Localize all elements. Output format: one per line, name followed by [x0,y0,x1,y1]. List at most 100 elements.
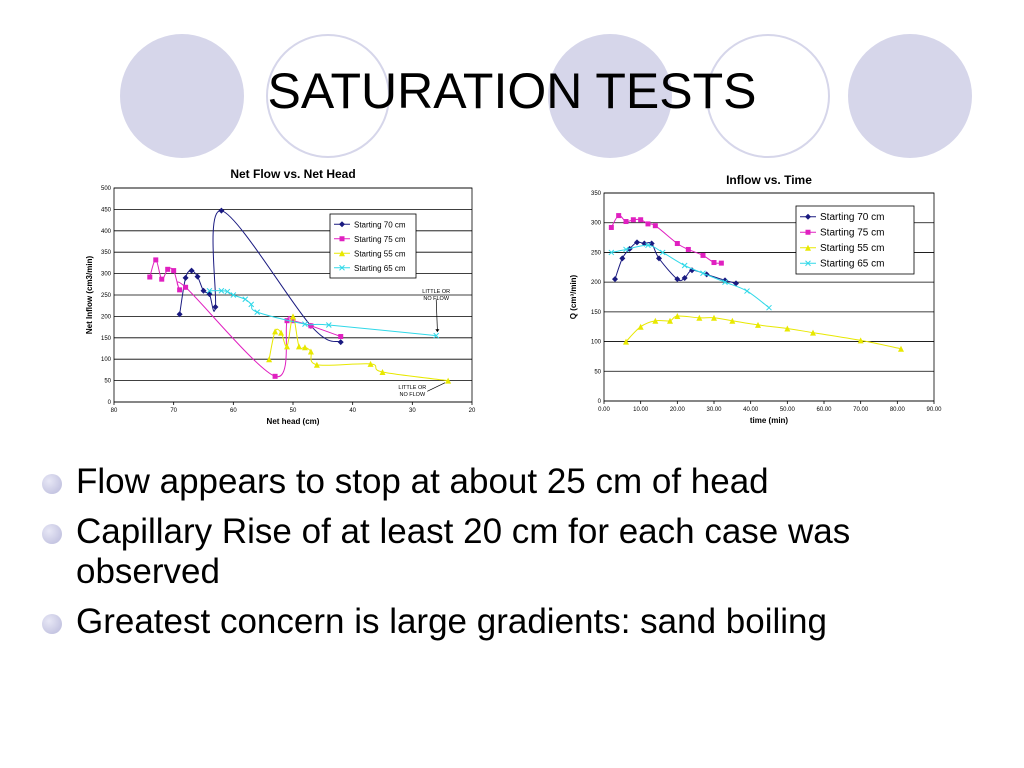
data-point [159,276,165,282]
legend-swatch-marker [339,264,345,271]
data-point [379,369,386,376]
x-tick-label: 90.00 [926,407,942,413]
data-point [733,280,739,287]
data-point [656,255,662,262]
data-point [284,343,291,350]
marker-stroke [766,304,772,311]
data-point [218,207,225,214]
data-point [188,267,195,274]
data-point [272,328,279,335]
marker-stroke [339,264,345,271]
marker-stroke [302,321,308,327]
data-point [755,321,761,328]
legend-label: Starting 75 cm [820,227,884,238]
marker-stroke [206,287,213,294]
y-tick-label: 100 [591,340,602,346]
chart-title: Inflow vs. Time [726,173,812,187]
legend-swatch-marker [339,236,345,242]
marker-stroke [224,288,231,295]
marker-stroke [254,309,261,315]
marker-stroke [218,287,225,294]
annotation-text: LITTLE OR [398,385,426,391]
data-point [308,323,314,329]
data-point [171,268,177,274]
decor-circle-5 [848,34,972,158]
legend-swatch-marker [805,260,811,267]
y-axis-title: Net Inflow (cm3/min) [85,256,94,335]
legend-swatch-marker [805,229,811,235]
x-axis-title: time (min) [750,416,789,425]
legend-swatch-marker [339,221,345,228]
legend-label: Starting 75 cm [354,235,406,244]
data-point [182,274,189,281]
decor-circle-2 [266,34,390,158]
data-point [325,322,332,328]
data-point [165,266,171,272]
marker-stroke [722,279,728,285]
data-point [810,329,816,336]
x-tick-label: 20.00 [670,407,686,413]
y-tick-label: 350 [101,250,112,256]
bullet-text: Greatest concern is large gradients: san… [76,602,827,641]
annotation-text: NO FLOW [399,392,425,398]
marker-stroke [433,332,440,339]
marker-stroke [230,292,237,298]
data-point [183,284,189,290]
data-point [290,313,296,320]
marker-stroke [608,249,615,256]
data-point [445,377,452,384]
data-point [667,317,673,324]
legend-label: Starting 55 cm [820,243,884,254]
data-point [212,303,219,310]
data-point [630,217,636,223]
data-point [242,296,249,303]
chart-inflow-vs-time: Inflow vs. Time 0 50 100 150 200 250 300 350 0.00… [569,173,942,425]
data-point [674,276,681,283]
marker-stroke [805,260,811,267]
data-point [674,241,680,247]
data-point [301,344,308,351]
annotation-text: LITTLE OR [422,289,450,295]
y-tick-label: 200 [101,314,112,320]
chart-title: Net Flow vs. Net Head [230,167,355,181]
x-tick-label: 50 [290,408,297,414]
data-point [744,288,750,294]
y-tick-label: 0 [598,399,602,405]
bullet-dot-icon [42,524,62,544]
data-point [278,329,285,336]
data-point [623,219,629,225]
marker-stroke [681,262,688,269]
data-point [645,242,651,249]
y-tick-label: 50 [594,369,601,375]
data-point [153,257,159,263]
legend-label: Starting 65 cm [820,258,884,269]
data-point [290,318,296,324]
bullet-item: Capillary Rise of at least 20 cm for eac… [40,512,940,592]
data-point [619,255,626,262]
y-tick-label: 500 [101,186,112,192]
data-point [230,292,237,298]
y-axis-title: Q (cm³/min) [569,274,578,319]
data-point [685,246,691,252]
x-tick-label: 70 [170,408,177,414]
chart-net-flow-vs-net-head: Net Flow vs. Net Head 0 50 100 150 200 250 300 3… [85,167,476,426]
x-tick-label: 80.00 [890,407,906,413]
legend-swatch-marker [805,244,811,251]
decor-circle-3 [548,34,672,158]
data-point [652,223,658,229]
series-line [179,210,341,343]
x-tick-label: 60.00 [816,407,832,413]
y-tick-label: 350 [591,191,602,197]
data-point [612,276,618,283]
x-tick-label: 20 [469,408,476,414]
y-tick-label: 250 [591,250,602,256]
marker-stroke [700,270,706,277]
bullet-list: Flow appears to stop at about 25 cm of h… [40,462,940,652]
legend-box [795,205,915,275]
data-point [313,361,320,368]
data-point [176,311,183,318]
data-point [433,332,440,339]
legend-label: Starting 70 cm [820,212,884,223]
marker-stroke [325,322,332,328]
data-point [177,287,183,293]
